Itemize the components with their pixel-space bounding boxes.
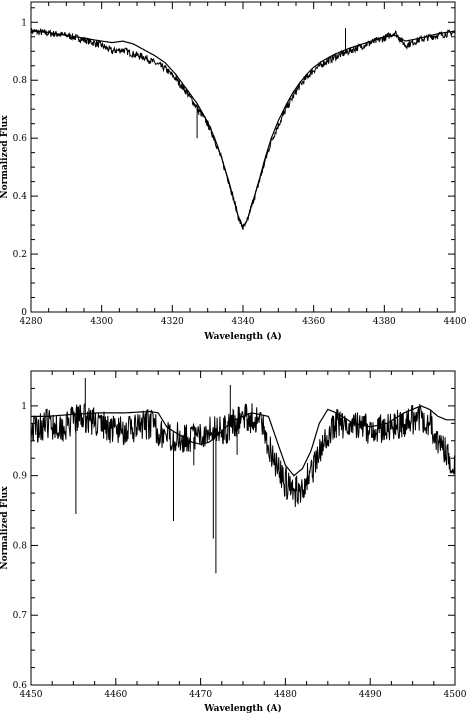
y-ticks-bottom: 0.6 0.7 0.8 0.9 1 (13, 370, 455, 691)
x-ticks-top: 4280 4300 4320 4340 4360 4380 4400 (20, 2, 467, 327)
plot-frame-top (30, 1, 456, 313)
x-axis-title-bottom: Wavelength (A) (203, 703, 281, 714)
x-tick-label: 4280 (20, 317, 43, 327)
x-tick-label: 4460 (104, 690, 127, 700)
model-spectrum-top (30, 30, 456, 228)
y-tick-label: 1 (21, 402, 27, 412)
x-tick-label: 4380 (373, 317, 396, 327)
y-tick-label: 0.6 (13, 681, 28, 691)
y-tick-label: 0.4 (13, 192, 28, 202)
x-tick-label: 4500 (444, 690, 467, 700)
y-tick-label: 0.8 (13, 76, 28, 86)
y-axis-title-top: Normalized Flux (0, 115, 10, 199)
x-tick-label: 4470 (189, 690, 212, 700)
top-panel: 4280 4300 4320 4340 4360 4380 4400 00.20.40.60… (0, 1, 467, 342)
y-tick-label: 0 (21, 308, 27, 318)
y-tick-label: 0.8 (13, 541, 28, 551)
x-tick-label: 4480 (274, 690, 297, 700)
x-tick-label: 4300 (90, 317, 113, 327)
x-tick-label: 4490 (359, 690, 382, 700)
x-tick-label: 4320 (161, 317, 184, 327)
y-tick-label: 0.2 (13, 250, 27, 260)
x-tick-label: 4360 (302, 317, 325, 327)
observed-spectrum-bottom (30, 378, 456, 574)
y-tick-label: 1 (21, 18, 27, 28)
x-ticks-bottom: 4450 4460 4470 4480 4490 4500 (20, 371, 467, 700)
observed-spectrum-top (30, 27, 456, 230)
x-axis-title-top: Wavelength (A) (203, 331, 281, 342)
y-tick-label: 0.9 (13, 472, 28, 482)
y-tick-label: 0.6 (13, 134, 28, 144)
y-axis-title-bottom: Normalized Flux (0, 486, 10, 570)
bottom-panel: 4450 4460 4470 4480 4490 4500 0.6 0.7 0.8 0.9 1 W… (0, 370, 467, 714)
y-ticks-top: 0 0.2 0.4 0.6 0.8 1 (13, 7, 455, 318)
x-tick-label: 4340 (232, 317, 255, 327)
x-tick-label: 4400 (444, 317, 467, 327)
x-tick-label: 4450 (20, 690, 43, 700)
y-tick-label: 0.7 (13, 611, 28, 621)
